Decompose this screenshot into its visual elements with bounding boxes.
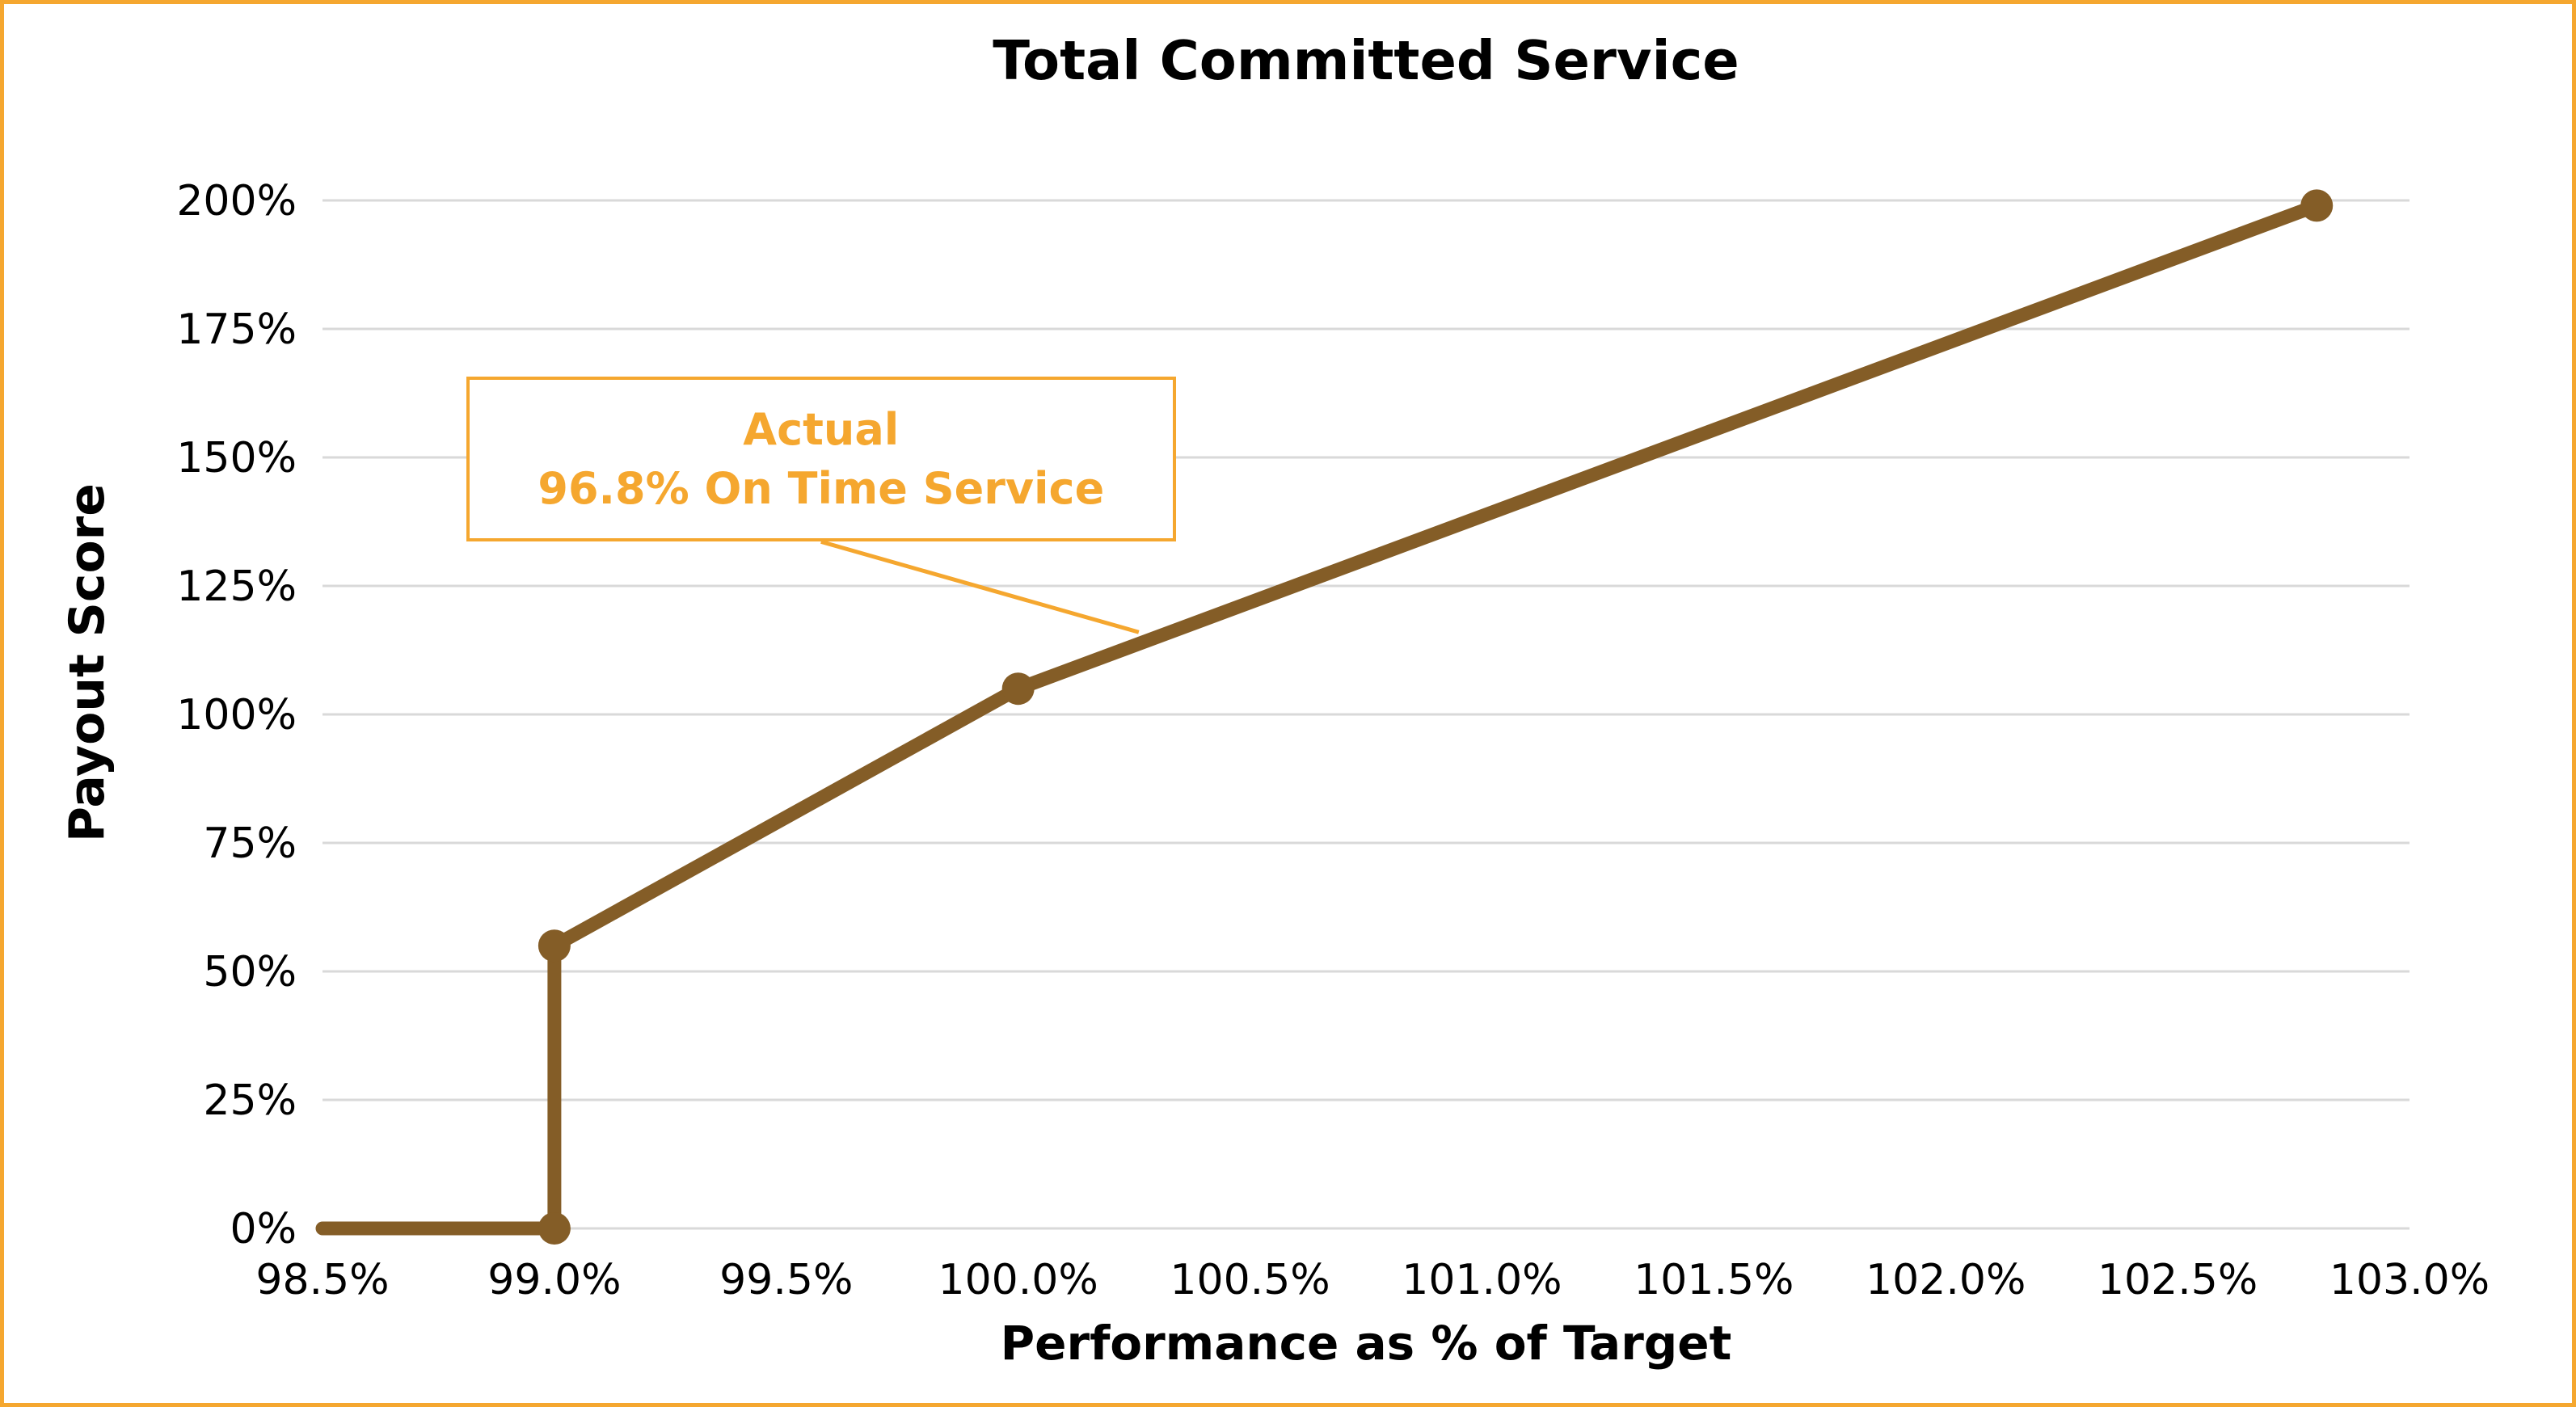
x-axis-title: Performance as % of Target (1000, 1316, 1732, 1371)
y-tick-label: 200% (176, 177, 297, 225)
data-point-marker (538, 1212, 571, 1245)
annotation-callout: Actual 96.8% On Time Service (466, 377, 1176, 542)
annotation-line1: Actual (743, 403, 900, 455)
x-tick-label: 102.0% (1866, 1256, 2026, 1304)
y-tick-label: 125% (176, 562, 297, 611)
y-tick-label: 75% (203, 819, 297, 868)
chart-title: Total Committed Service (993, 29, 1739, 92)
annotation-leader-line (820, 539, 1140, 634)
y-tick-label: 150% (176, 434, 297, 482)
x-tick-label: 101.5% (1634, 1256, 1794, 1304)
y-axis-title: Payout Score (59, 483, 116, 842)
x-tick-label: 100.0% (938, 1256, 1098, 1304)
y-tick-label: 25% (203, 1076, 297, 1125)
payout-score-line (315, 198, 2324, 1236)
x-tick-label: 99.0% (487, 1256, 621, 1304)
y-tick-label: 100% (176, 691, 297, 739)
x-tick-label: 100.5% (1170, 1256, 1330, 1304)
data-point-marker (2300, 189, 2334, 222)
x-tick-label: 101.0% (1402, 1256, 1562, 1304)
data-point-marker (1001, 672, 1035, 706)
x-tick-label: 103.0% (2329, 1256, 2490, 1304)
y-tick-label: 50% (203, 948, 297, 996)
line-chart-canvas: 0% 25% 50% 75% 100% 125% 150% 175% 200% 98.5% 99.0… (176, 177, 2490, 1304)
annotation-line2: 96.8% On Time Service (538, 463, 1105, 515)
y-tick-label: 175% (176, 305, 297, 354)
data-point-marker (538, 929, 571, 963)
x-tick-label: 102.5% (2097, 1256, 2258, 1304)
x-tick-label: 99.5% (719, 1256, 853, 1304)
y-tick-label: 0% (230, 1205, 297, 1253)
x-tick-label: 98.5% (255, 1256, 389, 1304)
